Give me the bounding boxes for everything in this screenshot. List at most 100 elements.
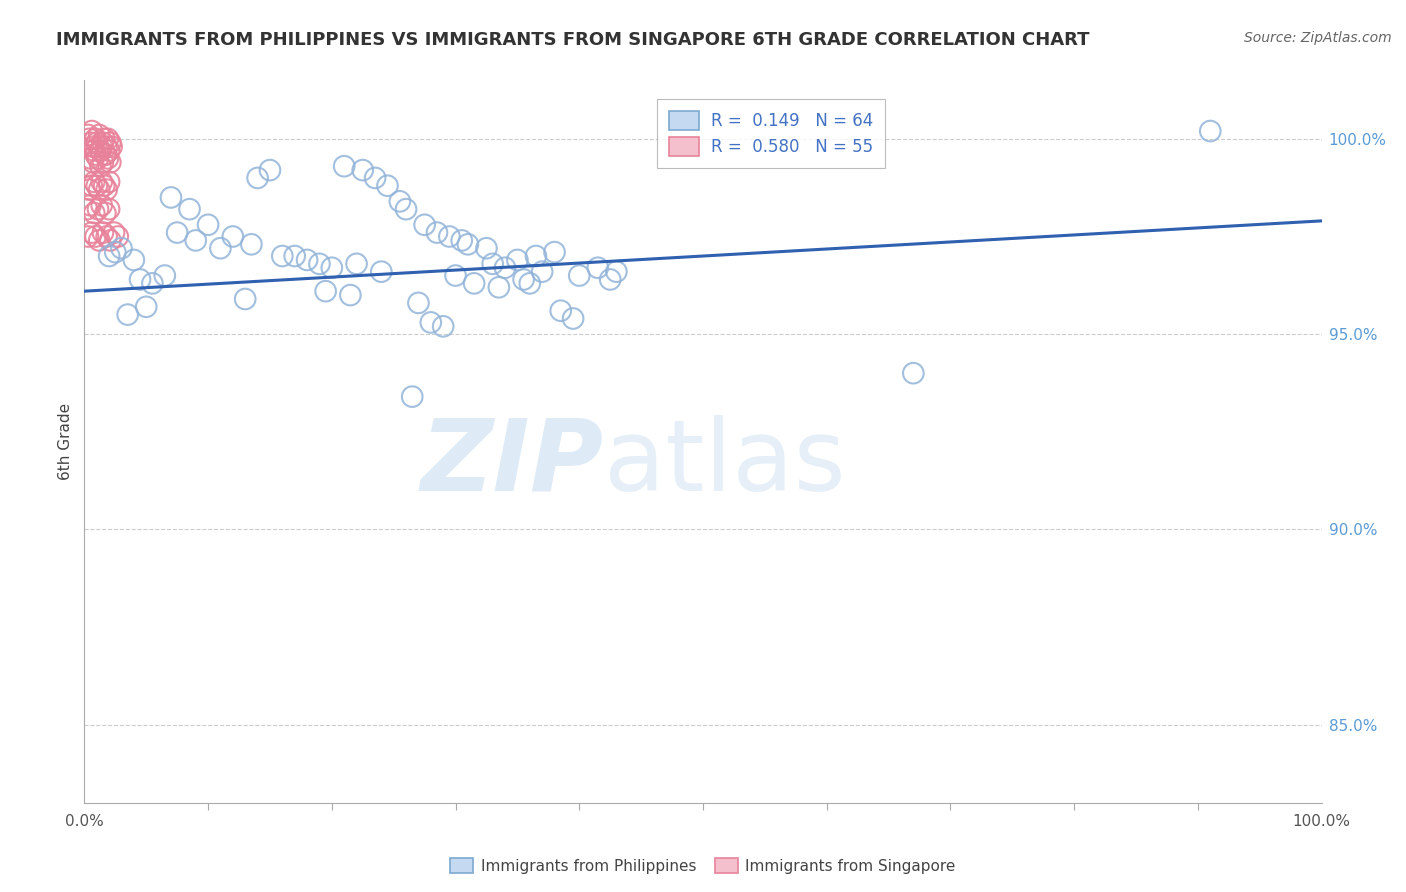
- Point: [90, 139, 112, 153]
- Point: [94, 147, 117, 161]
- Point: [184, 234, 207, 248]
- Point: [562, 311, 585, 326]
- Point: [83, 206, 105, 220]
- Point: [80, 226, 103, 240]
- Point: [543, 245, 565, 260]
- Point: [93, 132, 115, 146]
- Point: [76, 202, 98, 216]
- Point: [605, 265, 627, 279]
- Point: [179, 202, 201, 216]
- Text: IMMIGRANTS FROM PHILIPPINES VS IMMIGRANTS FROM SINGAPORE 6TH GRADE CORRELATION C: IMMIGRANTS FROM PHILIPPINES VS IMMIGRANT…: [56, 31, 1090, 49]
- Point: [79, 132, 101, 146]
- Text: atlas: atlas: [605, 415, 845, 512]
- Text: Source: ZipAtlas.com: Source: ZipAtlas.com: [1244, 31, 1392, 45]
- Point: [308, 257, 330, 271]
- Point: [91, 136, 114, 150]
- Point: [315, 284, 337, 298]
- Legend: R =  0.149   N = 64, R =  0.580   N = 55: R = 0.149 N = 64, R = 0.580 N = 55: [658, 99, 884, 168]
- Point: [97, 132, 120, 146]
- Point: [209, 241, 232, 255]
- Point: [284, 249, 307, 263]
- Point: [153, 268, 176, 283]
- Point: [107, 229, 129, 244]
- Point: [90, 175, 112, 189]
- Point: [98, 234, 121, 248]
- Point: [89, 159, 111, 173]
- Point: [94, 206, 117, 220]
- Point: [87, 152, 110, 166]
- Point: [463, 277, 485, 291]
- Point: [80, 124, 103, 138]
- Point: [370, 265, 392, 279]
- Point: [77, 229, 100, 244]
- Point: [129, 272, 152, 286]
- Point: [83, 144, 105, 158]
- Point: [87, 202, 110, 216]
- Point: [96, 183, 118, 197]
- Point: [419, 315, 441, 329]
- Point: [166, 226, 188, 240]
- Point: [94, 147, 117, 161]
- Point: [82, 155, 104, 169]
- Point: [96, 229, 118, 244]
- Point: [84, 229, 107, 244]
- Point: [98, 155, 121, 169]
- Point: [395, 202, 418, 216]
- Point: [77, 128, 100, 142]
- Point: [524, 249, 547, 263]
- Point: [100, 139, 122, 153]
- Point: [903, 366, 925, 380]
- Point: [401, 390, 423, 404]
- Point: [586, 260, 609, 275]
- Legend: Immigrants from Philippines, Immigrants from Singapore: Immigrants from Philippines, Immigrants …: [444, 852, 962, 880]
- Point: [444, 268, 467, 283]
- Point: [117, 308, 139, 322]
- Point: [79, 136, 101, 150]
- Point: [295, 252, 318, 267]
- Point: [339, 288, 361, 302]
- Point: [246, 170, 269, 185]
- Point: [475, 241, 498, 255]
- Point: [506, 252, 529, 267]
- Point: [197, 218, 219, 232]
- Point: [408, 296, 430, 310]
- Point: [79, 198, 101, 212]
- Point: [388, 194, 411, 209]
- Point: [79, 183, 101, 197]
- Point: [1199, 124, 1222, 138]
- Point: [98, 175, 121, 189]
- Point: [426, 226, 449, 240]
- Point: [135, 300, 157, 314]
- Point: [240, 237, 263, 252]
- Point: [550, 303, 572, 318]
- Point: [86, 178, 108, 193]
- Point: [98, 144, 121, 158]
- Point: [259, 163, 281, 178]
- Point: [97, 152, 120, 166]
- Point: [488, 280, 510, 294]
- Point: [91, 226, 114, 240]
- Point: [439, 229, 461, 244]
- Text: ZIP: ZIP: [420, 415, 605, 512]
- Point: [84, 132, 107, 146]
- Point: [89, 144, 111, 158]
- Point: [512, 272, 534, 286]
- Point: [271, 249, 294, 263]
- Point: [77, 159, 100, 173]
- Point: [519, 277, 541, 291]
- Point: [80, 178, 103, 193]
- Point: [233, 292, 256, 306]
- Point: [450, 234, 472, 248]
- Point: [531, 265, 554, 279]
- Point: [333, 159, 356, 173]
- Point: [352, 163, 374, 178]
- Point: [98, 202, 121, 216]
- Point: [98, 249, 121, 263]
- Point: [364, 170, 387, 185]
- Point: [481, 257, 503, 271]
- Point: [377, 178, 399, 193]
- Point: [494, 260, 516, 275]
- Point: [321, 260, 343, 275]
- Point: [110, 241, 132, 255]
- Point: [222, 229, 245, 244]
